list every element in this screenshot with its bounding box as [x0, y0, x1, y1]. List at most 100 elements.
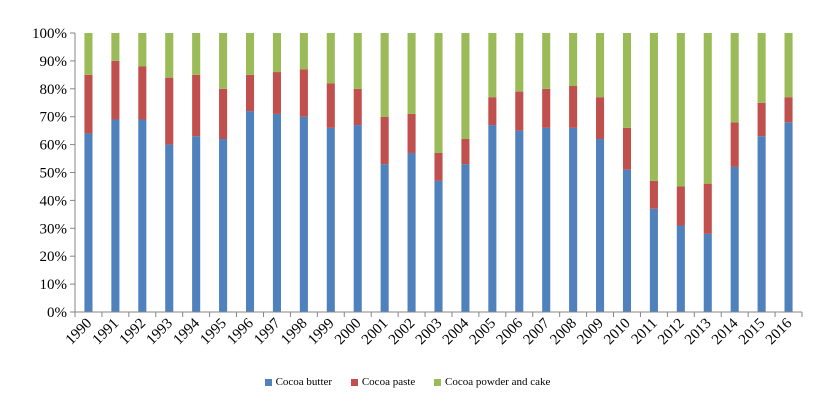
bar-segment-cocoa-butter — [407, 152, 416, 312]
bar-segment-cocoa-powder-and-cake — [84, 33, 93, 75]
bar-segment-cocoa-butter — [649, 208, 658, 312]
bar-segment-cocoa-powder-and-cake — [784, 33, 793, 98]
bar-segment-cocoa-butter — [111, 119, 120, 313]
bar-segment-cocoa-paste — [703, 183, 712, 234]
x-tick-label: 2008 — [547, 316, 580, 349]
bar-segment-cocoa-paste — [730, 122, 739, 167]
x-tick-label: 1997 — [251, 315, 284, 348]
bar-segment-cocoa-butter — [245, 111, 255, 313]
bar-segment-cocoa-butter — [542, 127, 551, 312]
bar-segment-cocoa-powder-and-cake — [111, 33, 120, 61]
bar-segment-cocoa-powder-and-cake — [461, 33, 470, 140]
bar-segment-cocoa-butter — [676, 225, 685, 312]
x-tick-label: 2013 — [682, 316, 715, 349]
x-tick-label: 2003 — [413, 316, 446, 349]
legend-item-cocoa-powder: Cocoa powder and cake — [434, 376, 550, 388]
bar-segment-cocoa-powder-and-cake — [272, 33, 281, 73]
x-tick-label: 2015 — [736, 316, 769, 349]
y-tick-label: 10% — [40, 277, 68, 293]
bar-segment-cocoa-powder-and-cake — [730, 33, 739, 123]
y-tick-label: 0% — [47, 305, 67, 321]
bar-segment-cocoa-paste — [515, 91, 524, 131]
bar-segment-cocoa-paste — [299, 69, 308, 117]
legend-swatch-cocoa-powder — [434, 378, 442, 386]
legend-label-cocoa-powder: Cocoa powder and cake — [445, 376, 551, 388]
y-axis: 0% 10% 20% 30% 40% 50% 60% 70% 80% 90% 100% — [32, 26, 76, 321]
bar-segment-cocoa-butter — [434, 180, 443, 312]
bar-segment-cocoa-powder-and-cake — [219, 33, 228, 89]
legend: Cocoa butter Cocoa paste Cocoa powder an… — [0, 376, 815, 389]
x-tick-label: 1991 — [90, 316, 123, 349]
bar-segment-cocoa-paste — [245, 74, 255, 112]
x-tick-label: 2000 — [332, 316, 365, 349]
x-tick-label: 2002 — [386, 316, 419, 349]
bar-segment-cocoa-powder-and-cake — [488, 33, 497, 98]
y-tick-label: 30% — [40, 221, 68, 237]
bar-segment-cocoa-powder-and-cake — [757, 33, 766, 103]
bar-segment-cocoa-powder-and-cake — [703, 33, 712, 184]
x-tick-label: 1995 — [197, 316, 230, 349]
bar-segment-cocoa-butter — [192, 136, 201, 312]
bar-segment-cocoa-powder-and-cake — [165, 33, 174, 78]
x-tick-label: 2009 — [574, 316, 607, 349]
legend-label-cocoa-butter: Cocoa butter — [275, 376, 333, 388]
x-tick-label: 2007 — [521, 315, 554, 348]
bar-segment-cocoa-powder-and-cake — [622, 33, 632, 128]
legend-label-cocoa-paste: Cocoa paste — [361, 376, 416, 388]
bar-segment-cocoa-paste — [138, 66, 147, 120]
x-tick-label: 1993 — [144, 316, 177, 349]
x-tick-label: 2011 — [629, 316, 661, 348]
bar-segment-cocoa-butter — [165, 144, 174, 312]
y-tick-label: 20% — [40, 249, 68, 265]
x-tick-label: 2012 — [655, 316, 688, 349]
bar-segment-cocoa-paste — [542, 88, 551, 128]
bar-segment-cocoa-butter — [515, 130, 524, 312]
bar-segment-cocoa-powder-and-cake — [542, 33, 551, 89]
x-tick-label: 2016 — [763, 315, 796, 348]
bar-segment-cocoa-butter — [299, 116, 308, 312]
x-tick-label: 2001 — [359, 316, 392, 349]
bar-segment-cocoa-paste — [219, 88, 228, 140]
x-tick-label: 1996 — [224, 315, 257, 348]
x-tick-label: 1999 — [305, 316, 338, 349]
bar-segment-cocoa-butter — [380, 164, 389, 312]
bar-segment-cocoa-butter — [569, 127, 578, 312]
x-tick-label: 1992 — [117, 316, 150, 349]
bar-segment-cocoa-butter — [784, 122, 793, 312]
bar-segment-cocoa-powder-and-cake — [192, 33, 201, 75]
y-tick-label: 70% — [40, 110, 68, 126]
x-tick-label: 2010 — [601, 316, 634, 349]
x-axis: 1990199119921993199419951996199719981999… — [63, 311, 803, 349]
x-tick-label: 2005 — [467, 316, 500, 349]
bar-segment-cocoa-butter — [272, 113, 281, 312]
bar-segment-cocoa-paste — [649, 180, 658, 209]
bar-segment-cocoa-powder-and-cake — [434, 33, 443, 153]
x-tick-label: 1990 — [63, 316, 96, 349]
y-tick-label: 100% — [32, 26, 67, 42]
bar-segment-cocoa-paste — [757, 102, 766, 137]
bar-segment-cocoa-butter — [703, 233, 712, 312]
bar-segment-cocoa-powder-and-cake — [569, 33, 578, 87]
bar-segment-cocoa-butter — [326, 127, 335, 312]
bar-segment-cocoa-butter — [757, 136, 766, 312]
bar-segment-cocoa-powder-and-cake — [326, 33, 335, 84]
bar-segment-cocoa-paste — [165, 77, 174, 145]
bar-segment-cocoa-powder-and-cake — [649, 33, 658, 181]
bar-segment-cocoa-powder-and-cake — [353, 33, 362, 89]
chart-svg: 0%10%20%30%40%50%60%70%80%90%100% 199019… — [32, 26, 803, 349]
bar-segment-cocoa-paste — [192, 74, 201, 137]
bar-segment-cocoa-powder-and-cake — [299, 33, 308, 70]
bar-segment-cocoa-butter — [596, 139, 605, 312]
bar-segment-cocoa-paste — [461, 139, 470, 165]
bar-segment-cocoa-powder-and-cake — [245, 33, 255, 75]
bar-segment-cocoa-paste — [622, 127, 632, 170]
bar-segment-cocoa-butter — [461, 164, 470, 312]
bar-segment-cocoa-powder-and-cake — [407, 33, 416, 114]
bar-segment-cocoa-paste — [272, 72, 281, 114]
y-tick-label: 60% — [40, 138, 68, 154]
bar-segment-cocoa-paste — [676, 186, 685, 226]
bar-segment-cocoa-powder-and-cake — [380, 33, 389, 117]
bar-segment-cocoa-butter — [219, 139, 228, 312]
bar-segment-cocoa-paste — [380, 116, 389, 165]
